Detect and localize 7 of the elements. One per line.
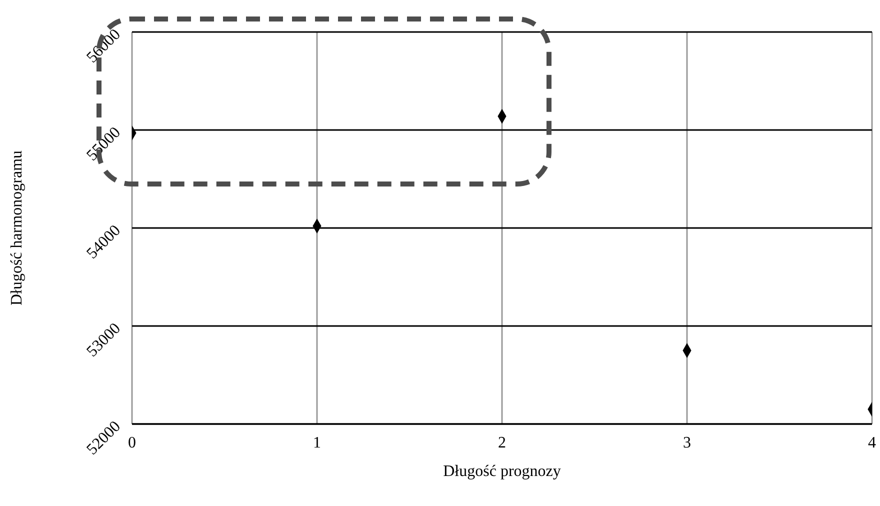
- x-tick-label: 3: [683, 434, 691, 452]
- x-tick-label: 0: [128, 434, 136, 452]
- x-tick-label: 1: [313, 434, 321, 452]
- y-axis-title: Długość harmonogramu: [8, 150, 26, 306]
- x-tick-label: 4: [868, 434, 876, 452]
- x-axis-title: Długość prognozy: [443, 463, 561, 480]
- x-tick-label: 2: [498, 434, 506, 452]
